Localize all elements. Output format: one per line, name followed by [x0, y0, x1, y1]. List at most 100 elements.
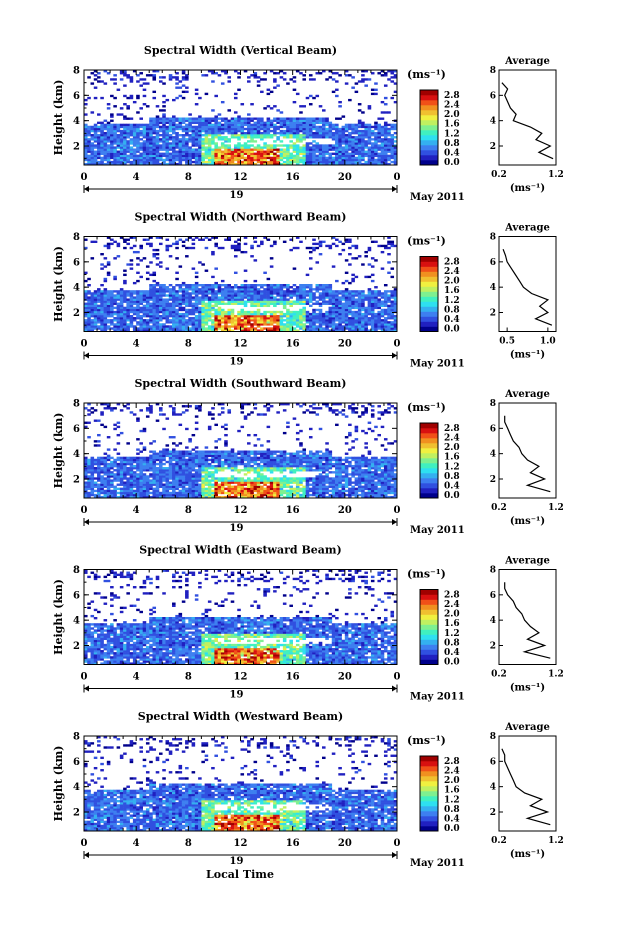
heatmap-cell [191, 284, 196, 287]
heatmap-cell [260, 146, 264, 149]
heatmap-cell [253, 286, 258, 289]
heatmap-cell [243, 286, 248, 289]
heatmap-cell [302, 306, 307, 310]
heatmap-cell [247, 321, 251, 324]
heatmap-cell [279, 319, 284, 322]
heatmap-cell [312, 314, 316, 318]
heatmap-cell [106, 495, 111, 499]
heatmap-cell [123, 123, 127, 127]
heatmap-cell [250, 152, 254, 155]
heatmap-cell [103, 481, 108, 484]
heatmap-cell [269, 288, 274, 291]
heatmap-cell [172, 325, 176, 328]
heatmap-cell [305, 294, 310, 297]
heatmap-cell [227, 125, 232, 129]
colorbar-swatch [420, 326, 438, 332]
heatmap-cell [93, 292, 98, 295]
heatmap-cell [178, 327, 183, 330]
heatmap-cell [211, 80, 215, 83]
heatmap-cell [142, 469, 147, 472]
heatmap-cell [119, 306, 124, 310]
heatmap-cell [201, 138, 205, 141]
heatmap-cell [374, 306, 378, 310]
heatmap-cell [188, 162, 192, 166]
heatmap-cell [172, 329, 176, 332]
heatmap-cell [93, 440, 98, 443]
heatmap-cell [110, 148, 114, 151]
heatmap-cell [194, 144, 199, 147]
heatmap-cell [367, 138, 372, 141]
heatmap-cell [100, 483, 104, 486]
heatmap-cell [145, 136, 150, 139]
heatmap-cell [367, 304, 372, 308]
heatmap-cell [188, 125, 192, 129]
heatmap-cell [273, 144, 277, 147]
heatmap-cell [348, 321, 352, 324]
heatmap-cell [155, 495, 160, 499]
heatmap-cell [393, 74, 398, 77]
heatmap-cell [155, 491, 160, 495]
heatmap-cell [299, 284, 303, 287]
heatmap-cell [230, 302, 235, 305]
heatmap-cell [338, 298, 342, 301]
heatmap-cell [165, 121, 170, 124]
heatmap-cell [103, 265, 108, 268]
heatmap-cell [100, 475, 104, 478]
heatmap-cell [103, 491, 108, 495]
heatmap-cell [185, 127, 189, 131]
heatmap-cell [233, 271, 238, 274]
heatmap-cell [201, 319, 205, 322]
heatmap-cell [348, 136, 352, 139]
colorbar-tick-label: 2.8 [444, 258, 460, 268]
heatmap-cell [168, 158, 173, 162]
heatmap-cell [292, 123, 297, 127]
heatmap-cell [328, 329, 333, 332]
heatmap-cell [250, 300, 254, 303]
heatmap-cell [364, 250, 368, 254]
heatmap-cell [344, 138, 349, 141]
heatmap-cell [123, 131, 127, 135]
heatmap-cell [152, 74, 157, 77]
heatmap-cell [325, 127, 329, 131]
heatmap-cell [152, 253, 157, 256]
heatmap-cell [243, 152, 248, 155]
heatmap-cell [139, 473, 143, 476]
heatmap-cell [295, 329, 300, 332]
heatmap-cell [302, 156, 307, 160]
heatmap-cell [260, 292, 264, 295]
heatmap-cell [328, 314, 333, 318]
heatmap-cell [276, 292, 280, 295]
heatmap-cell [103, 471, 108, 474]
heatmap-cell [132, 292, 137, 295]
heatmap-cell [295, 246, 300, 250]
heatmap-cell [97, 491, 101, 495]
heatmap-cell [106, 156, 111, 160]
heatmap-cell [165, 136, 170, 139]
heatmap-cell [106, 140, 111, 143]
heatmap-cell [357, 148, 362, 151]
heatmap-cell [97, 72, 101, 75]
heatmap-cell [247, 119, 251, 122]
heatmap-cell [123, 74, 127, 77]
heatmap-cell [158, 292, 163, 295]
heatmap-cell [357, 255, 362, 258]
heatmap-cell [276, 317, 280, 320]
heatmap-cell [256, 304, 261, 308]
heatmap-cell [387, 310, 391, 314]
heatmap-cell [260, 314, 264, 318]
heatmap-cell [322, 146, 326, 149]
heatmap-cell [266, 292, 271, 295]
x-tick-label: 0 [81, 172, 88, 183]
heatmap-cell [181, 152, 186, 155]
heatmap-cell [93, 160, 98, 164]
heatmap-cell [328, 121, 333, 124]
heatmap-cell [185, 158, 189, 162]
heatmap-cell [181, 281, 186, 285]
heatmap-cell [214, 72, 218, 75]
heatmap-cell [100, 323, 104, 326]
heatmap-cell [181, 121, 186, 124]
heatmap-cell [289, 156, 293, 160]
heatmap-cell [162, 154, 166, 158]
heatmap-cell [201, 146, 205, 149]
heatmap-cell [295, 312, 300, 316]
